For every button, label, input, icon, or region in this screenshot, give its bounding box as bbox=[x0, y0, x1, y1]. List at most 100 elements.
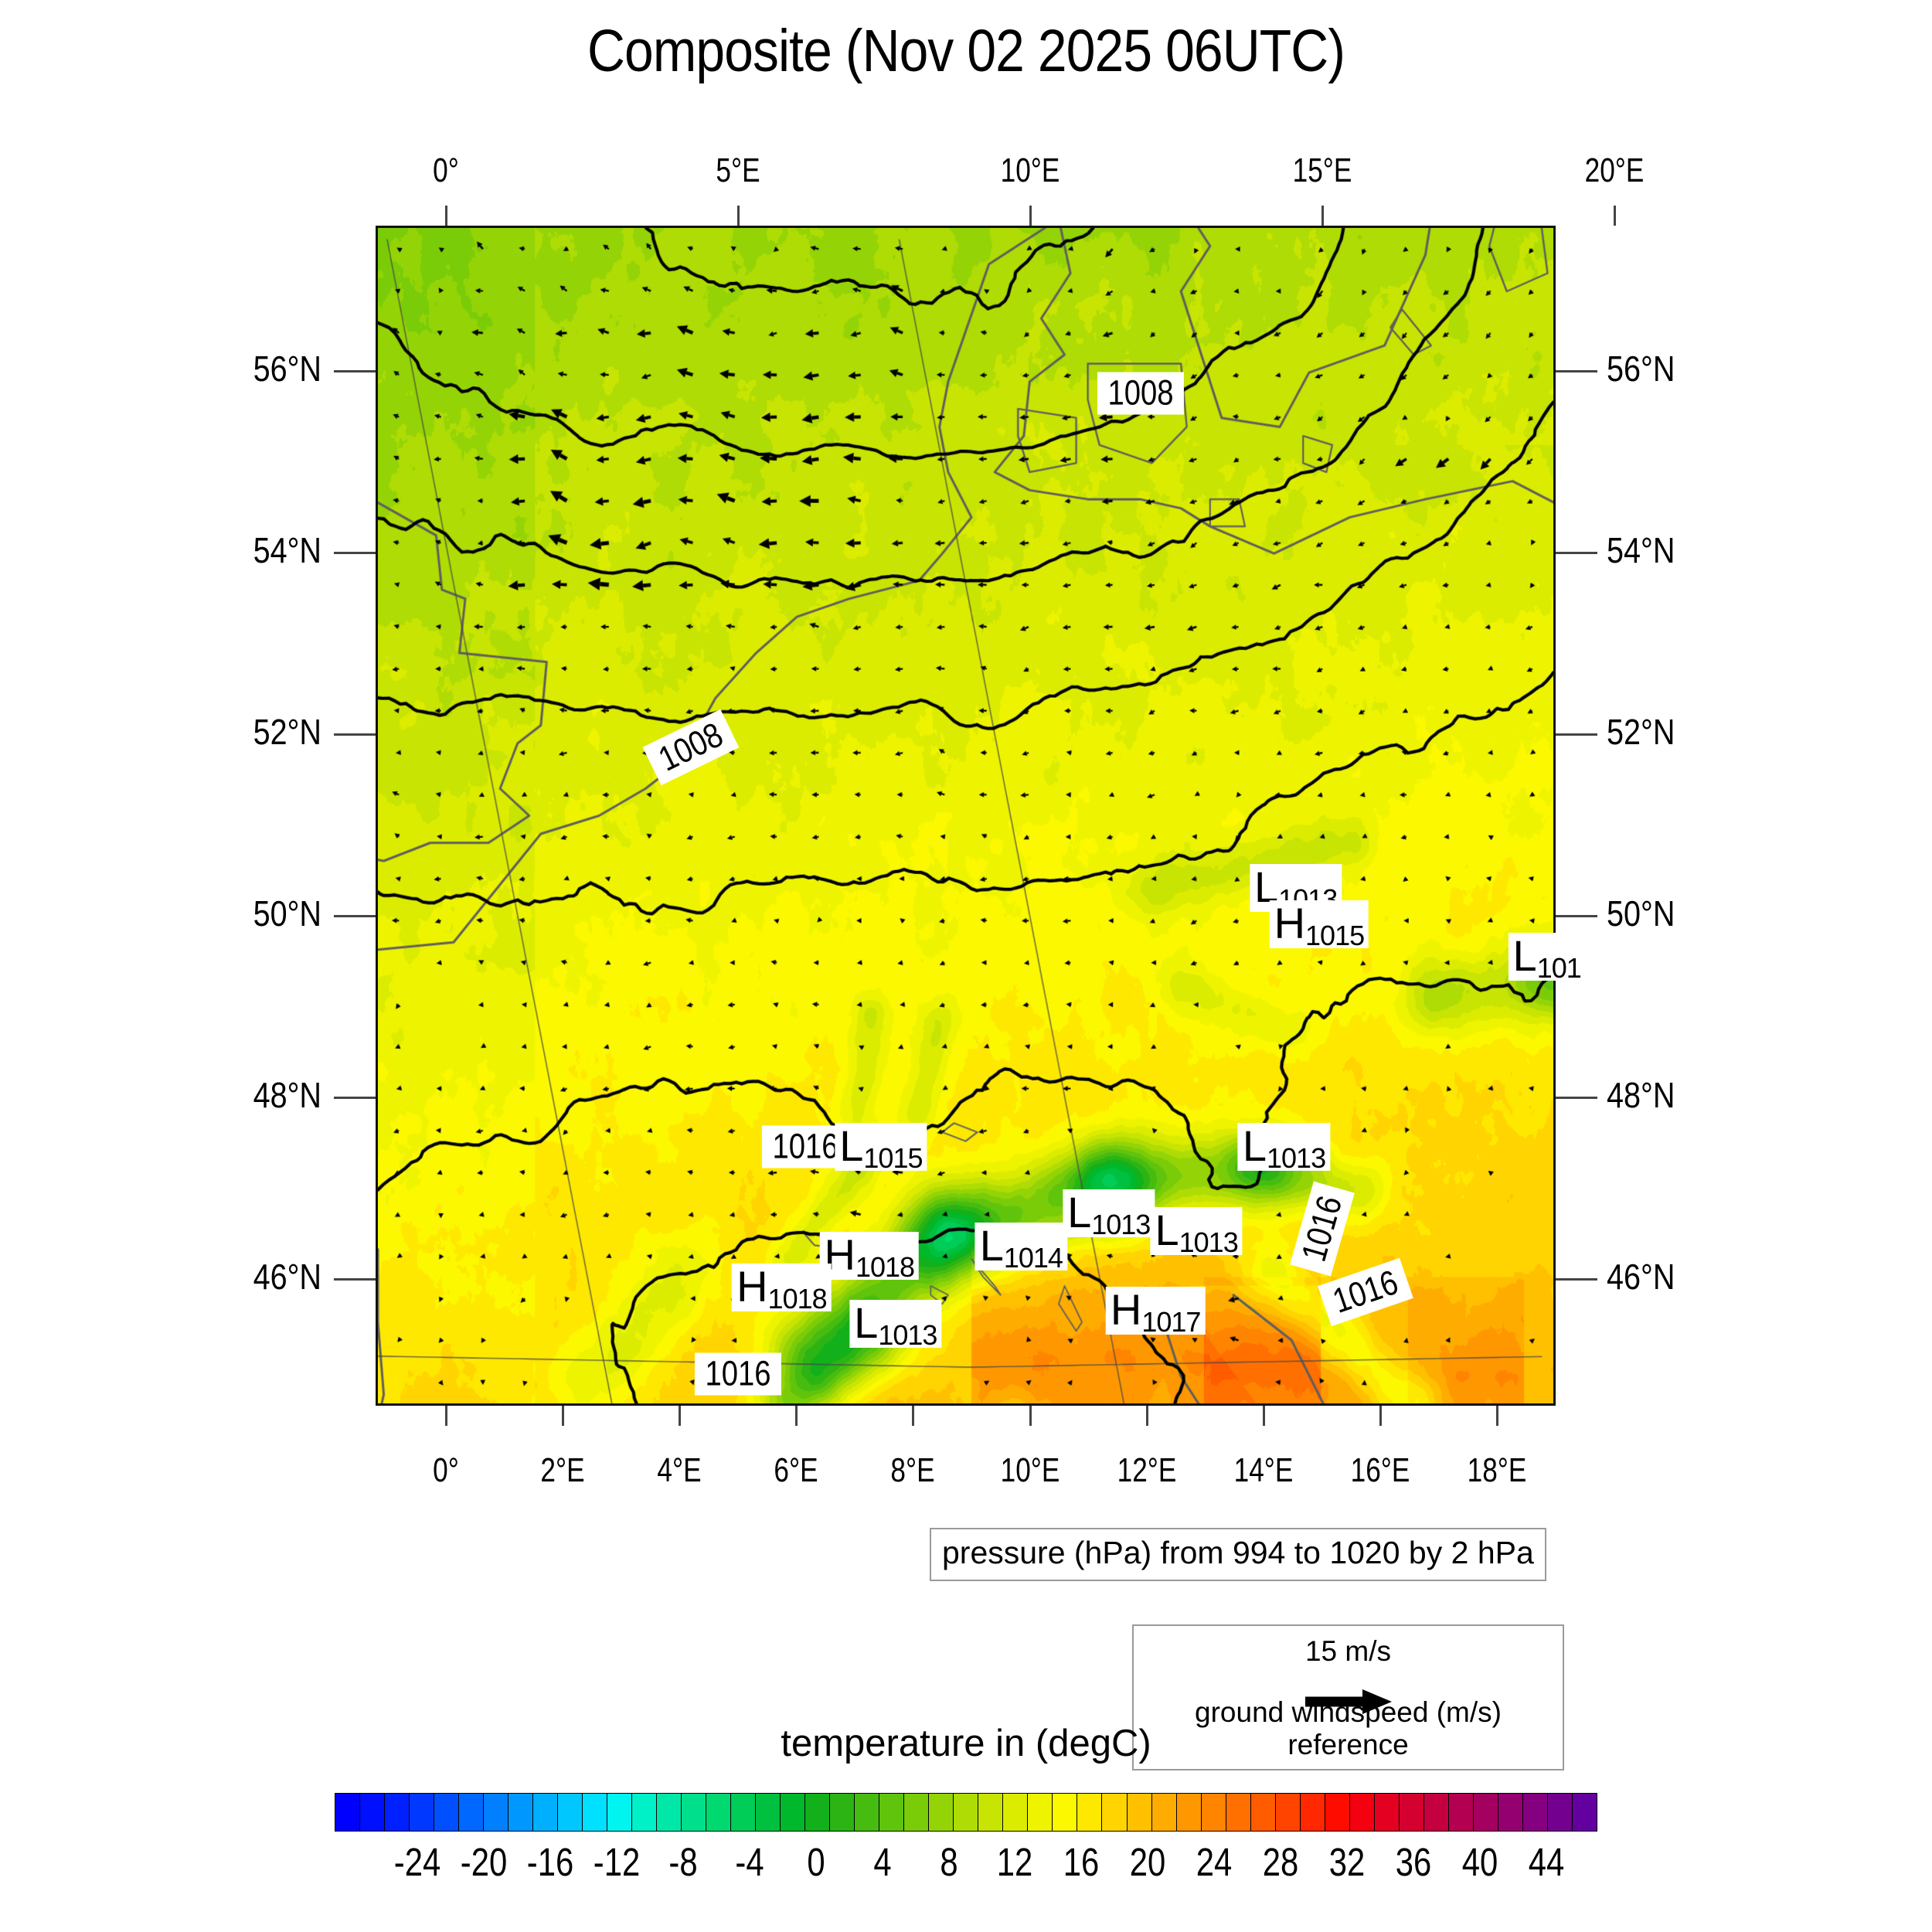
colorbar-cell bbox=[805, 1794, 831, 1831]
colorbar-cell bbox=[929, 1794, 954, 1831]
left-axis-tick bbox=[334, 1096, 376, 1099]
left-axis-label: 50°N bbox=[253, 893, 321, 934]
colorbar-tick-label: 16 bbox=[1063, 1840, 1100, 1884]
colorbar-cell bbox=[1522, 1794, 1548, 1831]
wind-ref-arrow-icon bbox=[1302, 1686, 1395, 1721]
colorbar-tick-label: 20 bbox=[1129, 1840, 1166, 1884]
right-axis-label: 50°N bbox=[1607, 893, 1675, 934]
colorbar-cell bbox=[1102, 1794, 1128, 1831]
bottom-axis-tick bbox=[912, 1406, 915, 1426]
colorbar-cell bbox=[558, 1794, 583, 1831]
colorbar-cell bbox=[706, 1794, 732, 1831]
colorbar-cell bbox=[1176, 1794, 1202, 1831]
wind-reference-box: 15 m/s ground windspeed (m/s) reference bbox=[1132, 1624, 1564, 1770]
colorbar-cell bbox=[1473, 1794, 1498, 1831]
colorbar-tick-label: 44 bbox=[1528, 1840, 1564, 1884]
colorbar-cell bbox=[1399, 1794, 1424, 1831]
colorbar-cell bbox=[978, 1794, 1004, 1831]
colorbar-tick-label: 4 bbox=[872, 1840, 892, 1884]
pressure-center-label: L101 bbox=[1508, 932, 1586, 981]
colorbar-tick-label: 0 bbox=[807, 1840, 825, 1884]
colorbar-tick-label: 12 bbox=[997, 1840, 1033, 1884]
pressure-center-label: L1013 bbox=[849, 1300, 942, 1349]
pressure-center-label: L1013 bbox=[1063, 1189, 1155, 1238]
colorbar-tick-label: 36 bbox=[1395, 1840, 1432, 1884]
top-axis-tick bbox=[1029, 206, 1032, 226]
colorbar-cell bbox=[1572, 1794, 1597, 1831]
colorbar-tick-label: -4 bbox=[735, 1840, 764, 1884]
top-axis-label: 5°E bbox=[716, 151, 760, 189]
bottom-axis-tick bbox=[795, 1406, 798, 1426]
colorbar-tick-label: 40 bbox=[1461, 1840, 1498, 1884]
colorbar-cell bbox=[1325, 1794, 1350, 1831]
left-axis-tick bbox=[334, 551, 376, 554]
colorbar-cell bbox=[459, 1794, 485, 1831]
colorbar-cell bbox=[1077, 1794, 1103, 1831]
top-axis-label: 0° bbox=[432, 151, 459, 189]
right-axis-label: 46°N bbox=[1607, 1256, 1675, 1297]
colorbar-tick-label: -24 bbox=[394, 1840, 441, 1884]
top-axis-tick bbox=[736, 206, 740, 226]
bottom-axis-tick bbox=[679, 1406, 682, 1426]
bottom-axis-label: 14°E bbox=[1233, 1451, 1294, 1489]
bottom-axis-label: 16°E bbox=[1350, 1451, 1410, 1489]
left-axis-label: 46°N bbox=[253, 1256, 321, 1297]
right-axis-tick bbox=[1556, 1277, 1597, 1281]
colorbar-cell bbox=[1547, 1794, 1573, 1831]
bottom-axis-tick bbox=[1145, 1406, 1148, 1426]
colorbar-cell bbox=[756, 1794, 781, 1831]
right-axis-label: 48°N bbox=[1607, 1074, 1675, 1115]
map-frame[interactable] bbox=[376, 226, 1556, 1406]
right-axis-tick bbox=[1556, 369, 1597, 372]
colorbar-tick-label: -12 bbox=[593, 1840, 641, 1884]
colorbar-cell bbox=[954, 1794, 979, 1831]
top-axis-label: 15°E bbox=[1292, 151, 1352, 189]
bottom-axis-label: 18°E bbox=[1468, 1451, 1527, 1489]
colorbar-tick-label: 28 bbox=[1262, 1840, 1299, 1884]
left-axis-label: 52°N bbox=[253, 711, 321, 752]
colorbar-tick-label: 8 bbox=[939, 1840, 958, 1884]
weather-map-canvas[interactable] bbox=[378, 228, 1553, 1403]
bottom-axis-tick bbox=[1263, 1406, 1266, 1426]
bottom-axis-tick bbox=[1379, 1406, 1383, 1426]
left-axis-tick bbox=[334, 733, 376, 736]
colorbar-cell bbox=[1374, 1794, 1400, 1831]
colorbar-cell bbox=[830, 1794, 855, 1831]
colorbar-tick-label: -8 bbox=[668, 1840, 698, 1884]
colorbar-cell bbox=[607, 1794, 633, 1831]
temperature-colorbar[interactable] bbox=[335, 1793, 1597, 1832]
top-axis-label: 20°E bbox=[1584, 151, 1644, 189]
pressure-center-label: L1014 bbox=[975, 1223, 1067, 1272]
pressure-center-label: H1017 bbox=[1105, 1286, 1206, 1335]
colorbar-cell bbox=[1226, 1794, 1251, 1831]
left-axis-tick bbox=[334, 914, 376, 917]
top-axis-tick bbox=[444, 206, 447, 226]
pressure-legend-box: pressure (hPa) from 994 to 1020 by 2 hPa bbox=[930, 1528, 1546, 1581]
bottom-axis-label: 8°E bbox=[890, 1451, 936, 1489]
colorbar-cell bbox=[1201, 1794, 1226, 1831]
pressure-center-label: L1015 bbox=[835, 1123, 927, 1172]
bottom-axis-label: 4°E bbox=[657, 1451, 702, 1489]
colorbar-cell bbox=[1003, 1794, 1029, 1831]
colorbar-cell bbox=[410, 1794, 435, 1831]
colorbar-tick-labels: -24 -20 -16 -12 -8 -4 0 4 8 12 16 20 24 28 32 36 40 44 bbox=[0, 1839, 1932, 1893]
colorbar-cell bbox=[682, 1794, 707, 1831]
colorbar-cell bbox=[1053, 1794, 1078, 1831]
bottom-axis-tick bbox=[444, 1406, 447, 1426]
left-axis-label: 54°N bbox=[253, 529, 321, 570]
wind-ref-caption: ground windspeed (m/s) reference bbox=[1195, 1696, 1502, 1760]
colorbar-cell bbox=[632, 1794, 658, 1831]
colorbar-tick-label: -16 bbox=[526, 1840, 574, 1884]
map-panel: 1008 1008 1016 1016 1016 1016 L1013 H1015 L101 L1… bbox=[376, 226, 1586, 1406]
colorbar-cell bbox=[879, 1794, 905, 1831]
colorbar-cell bbox=[583, 1794, 608, 1831]
bottom-axis-label: 6°E bbox=[774, 1451, 818, 1489]
bottom-axis-tick bbox=[1496, 1406, 1499, 1426]
colorbar-cell bbox=[855, 1794, 880, 1831]
colorbar-cell bbox=[509, 1794, 534, 1831]
colorbar-cell bbox=[1300, 1794, 1325, 1831]
top-axis-tick bbox=[1321, 206, 1324, 226]
colorbar-cell bbox=[360, 1794, 386, 1831]
colorbar-cell bbox=[1028, 1794, 1053, 1831]
colorbar-cell bbox=[434, 1794, 460, 1831]
